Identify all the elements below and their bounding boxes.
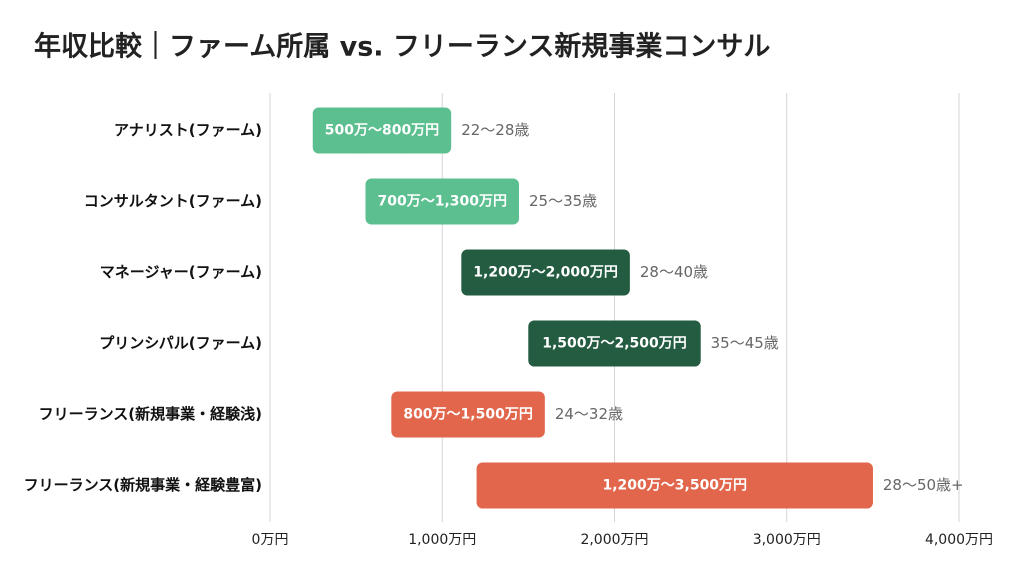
age-annotation: 24〜32歳 [555,405,623,423]
age-annotation: 22〜28歳 [461,121,529,139]
value-label: 1,200万〜2,000万円 [473,265,618,281]
chart-title: 年収比較｜ファーム所属 vs. フリーランス新規事業コンサル [34,31,770,63]
x-tick-label: 0万円 [252,532,289,548]
bar [528,320,701,367]
x-tick-label: 1,000万円 [408,532,476,548]
age-annotation: 28〜40歳 [640,263,708,281]
bar [390,178,494,225]
category-label: コンサルタント(ファーム) [84,192,262,210]
value-label: 1,200万〜3,500万円 [602,478,747,494]
bar [476,462,873,509]
x-tick-label: 4,000万円 [925,532,993,548]
value-label: 700万〜1,300万円 [377,194,507,210]
value-label: 500万〜800万円 [325,123,439,139]
value-label: 800万〜1,500万円 [403,407,533,423]
category-label: プリンシパル(ファーム) [99,334,262,352]
x-tick-label: 3,000万円 [753,532,821,548]
bar [407,391,529,438]
value-label: 1,500万〜2,500万円 [542,336,687,352]
age-annotation: 25〜35歳 [529,192,597,210]
age-annotation: 28〜50歳+ [883,476,964,494]
x-tick-label: 2,000万円 [580,532,648,548]
bar [356,107,408,154]
category-label: フリーランス(新規事業・経験豊富) [24,476,262,494]
bar [476,249,615,296]
category-label: マネージャー(ファーム) [100,263,262,281]
category-label: フリーランス(新規事業・経験浅) [39,405,262,423]
age-annotation: 35〜45歳 [711,334,779,352]
category-label: アナリスト(ファーム) [114,121,262,139]
